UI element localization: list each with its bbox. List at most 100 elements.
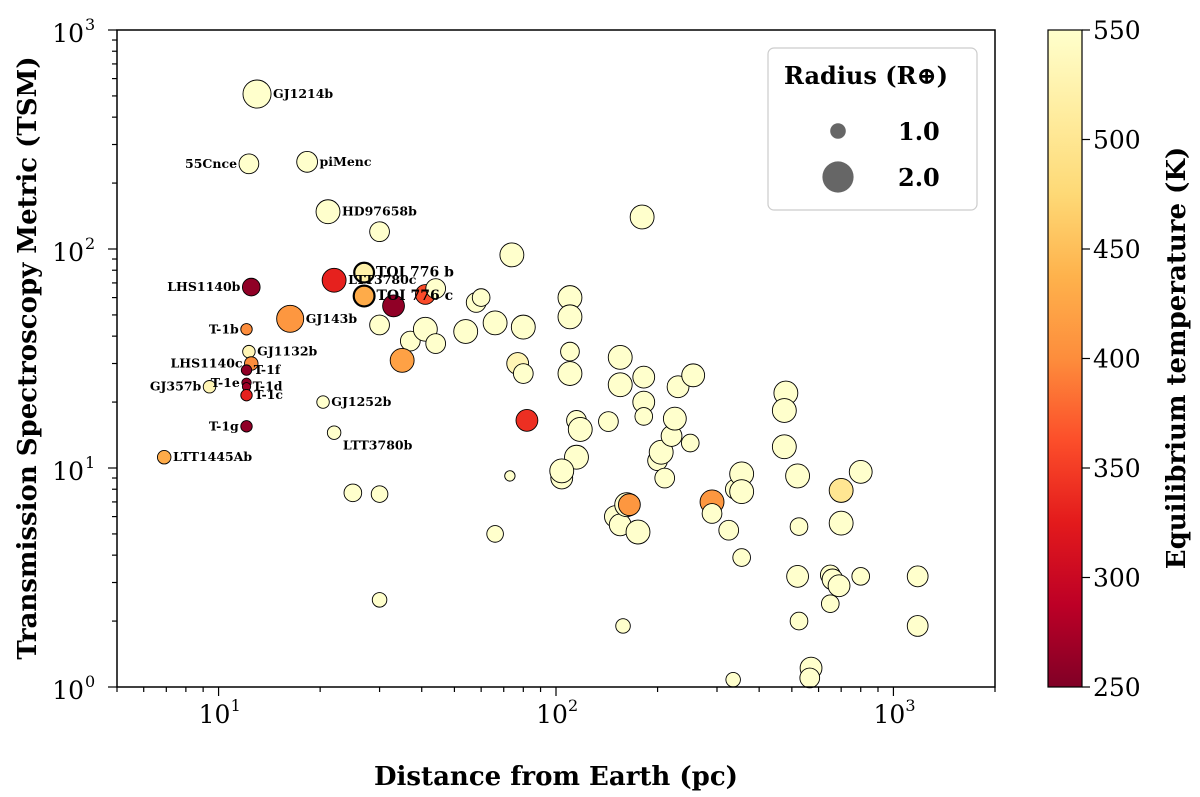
data-point <box>471 288 491 307</box>
y-tick-exponent: 3 <box>85 15 95 34</box>
colorbar-tick-label: 450 <box>1093 235 1141 264</box>
data-point <box>482 310 508 336</box>
data-point <box>632 365 656 389</box>
legend-label: 2.0 <box>898 163 940 192</box>
data-point <box>515 409 539 432</box>
data-point <box>512 363 534 384</box>
data-point <box>549 458 575 484</box>
data-points <box>156 79 929 689</box>
point-label: LTT3780b <box>343 437 413 452</box>
data-point <box>499 242 525 268</box>
x-tick-exponent: 2 <box>568 696 578 715</box>
data-point <box>662 406 687 431</box>
point-label: LTT1445Ab <box>173 449 252 464</box>
colorbar-ticks: 250 300 350 400 450 500 550 <box>1082 16 1141 702</box>
data-point-labeled <box>240 323 253 336</box>
data-point <box>851 567 871 586</box>
data-point <box>607 372 633 398</box>
data-point-labeled <box>240 389 253 402</box>
legend-title: Radius (R⊕) <box>784 61 948 90</box>
data-point <box>615 618 631 634</box>
x-tick-label: 10 <box>536 700 568 729</box>
point-label: LHS1140b <box>167 279 240 294</box>
data-point-labeled <box>315 199 341 225</box>
data-point-labeled <box>242 344 256 359</box>
legend-marker <box>830 123 846 139</box>
colorbar-tick-label: 250 <box>1093 673 1141 702</box>
point-label: GJ1132b <box>257 344 317 359</box>
colorbar-tick-label: 500 <box>1093 126 1141 155</box>
data-point <box>789 517 809 536</box>
data-point <box>732 548 751 567</box>
y-tick-label: 10 <box>52 676 84 705</box>
y-axis-title: Transmission Spectroscopy Metric (TSM) <box>13 56 43 659</box>
data-point <box>371 592 388 608</box>
data-point <box>629 204 655 230</box>
point-label: LHS1140c <box>170 356 242 371</box>
data-point <box>648 439 674 465</box>
data-point-labeled <box>296 151 318 173</box>
point-label: GJ357b <box>150 379 202 394</box>
data-point <box>771 398 797 423</box>
data-point <box>785 463 811 489</box>
data-point-highlighted <box>352 284 376 308</box>
data-point <box>425 333 447 354</box>
data-point <box>425 278 447 299</box>
data-point <box>828 478 854 503</box>
point-label: T-1d <box>253 379 283 394</box>
y-tick-label: 10 <box>52 19 84 48</box>
data-point <box>343 483 363 503</box>
data-point <box>504 470 516 482</box>
data-point <box>906 615 929 637</box>
legend: Radius (R⊕) 1.0 2.0 <box>767 47 978 211</box>
colorbar: 250 300 350 400 450 500 550 Equilibrium temper… <box>1047 16 1192 702</box>
data-point-labeled <box>316 395 330 409</box>
x-tick-label: 10 <box>199 700 231 729</box>
data-point <box>789 611 809 631</box>
data-point <box>701 503 723 524</box>
data-point-labeled <box>241 277 261 297</box>
data-point <box>771 434 797 460</box>
data-point <box>486 525 504 543</box>
data-point <box>729 479 755 505</box>
y-tick-exponent: 0 <box>85 672 95 691</box>
data-point <box>598 411 619 432</box>
data-point-highlighted <box>353 261 376 284</box>
colorbar-tick-label: 550 <box>1093 16 1141 45</box>
data-point <box>848 459 873 484</box>
data-point <box>370 485 389 503</box>
point-label: HD97658b <box>342 204 417 219</box>
data-point-labeled <box>321 267 347 293</box>
data-point <box>718 519 740 541</box>
colorbar-scale <box>1047 29 1083 688</box>
data-point <box>786 565 809 588</box>
data-point <box>389 347 415 373</box>
data-point <box>382 294 405 318</box>
data-point-labeled <box>156 450 172 465</box>
point-label: 55Cnce <box>185 156 237 171</box>
data-point <box>510 314 536 340</box>
data-point <box>828 510 854 536</box>
data-point-labeled <box>276 304 305 333</box>
data-point <box>453 319 479 344</box>
y-tick-exponent: 1 <box>85 453 95 472</box>
colorbar-title: Equilibrium temperature (K) <box>1162 147 1192 570</box>
data-point <box>827 574 851 598</box>
point-label: T-1g <box>209 418 239 433</box>
x-axis-title: Distance from Earth (pc) <box>374 762 738 792</box>
data-point <box>680 433 700 453</box>
point-label: GJ1214b <box>273 86 333 101</box>
point-labels: GJ1214b 55Cnce piMenc HD97658b LHS1140b LTT37… <box>150 86 454 464</box>
data-point <box>560 341 580 362</box>
legend-entries: 1.0 2.0 <box>822 117 940 193</box>
data-point-labeled <box>238 153 260 175</box>
point-label: LTT3780c <box>348 272 417 287</box>
data-point-labeled <box>240 364 253 376</box>
colorbar-tick-label: 300 <box>1093 564 1141 593</box>
data-point <box>607 344 633 370</box>
point-label: T-1e <box>211 375 240 390</box>
x-tick-exponent: 3 <box>905 696 915 715</box>
data-point <box>634 407 654 426</box>
data-point <box>799 667 821 689</box>
point-label: T-1f <box>254 362 282 377</box>
